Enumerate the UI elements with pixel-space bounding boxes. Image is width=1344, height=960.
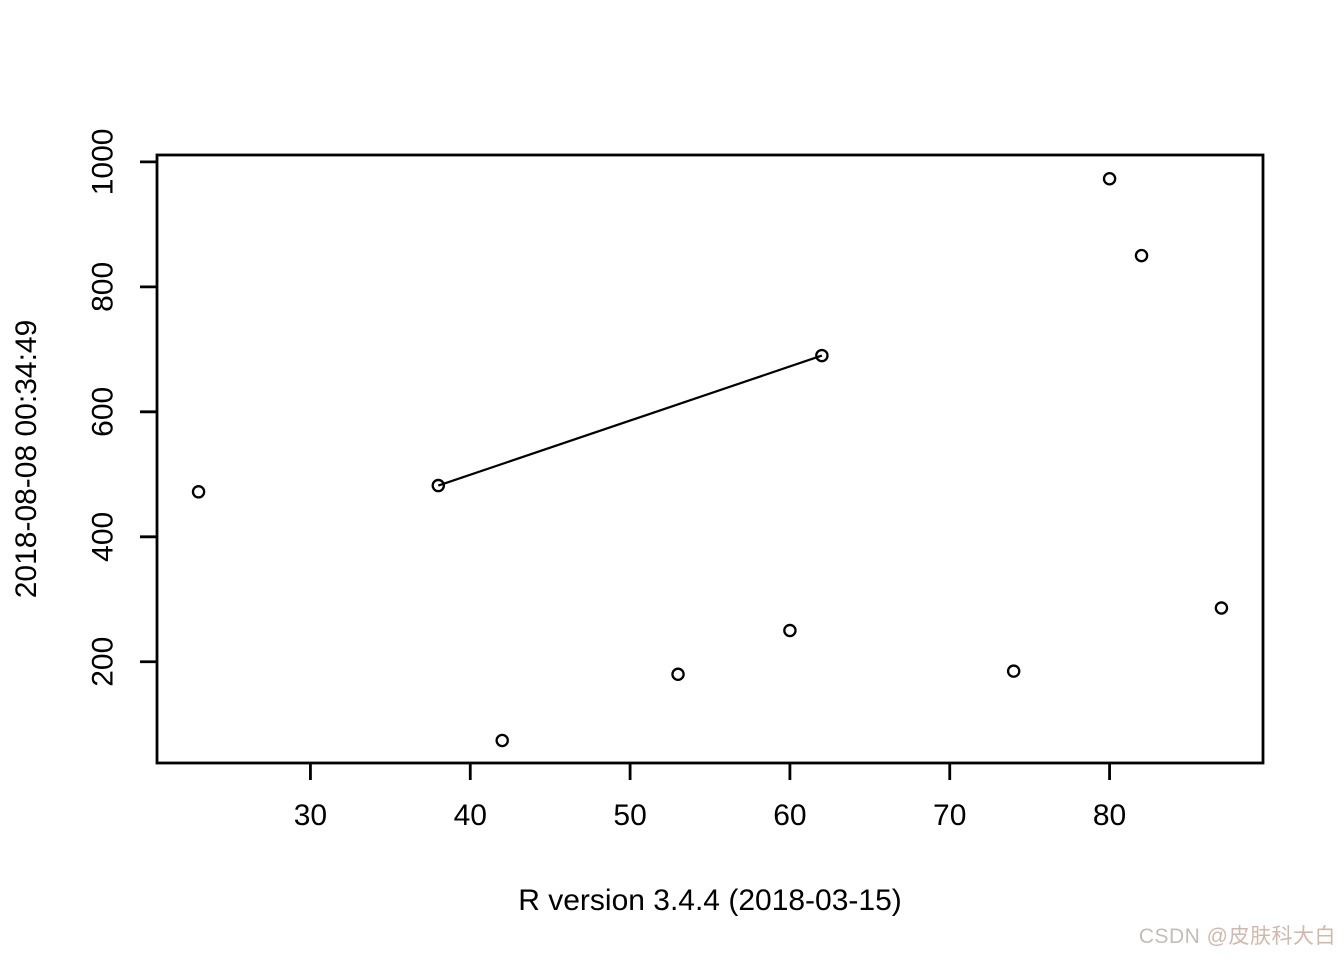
y-tick-label: 600 xyxy=(87,387,120,437)
x-tick-label: 50 xyxy=(613,799,646,832)
data-point xyxy=(495,733,509,748)
y-tick-label: 1000 xyxy=(87,128,120,195)
y-tick-label: 400 xyxy=(87,512,120,562)
data-point xyxy=(1134,248,1149,263)
data-point xyxy=(783,623,797,638)
x-tick-label: 60 xyxy=(773,799,806,832)
data-point xyxy=(671,667,685,682)
data-point xyxy=(815,348,829,363)
watermark-handle-text: @皮肤科大白 xyxy=(1206,925,1336,948)
y-tick-label: 200 xyxy=(87,637,120,687)
x-tick-label: 70 xyxy=(933,799,966,832)
watermark: CSDN @皮肤科大白 xyxy=(1139,920,1336,950)
x-tick-label: 40 xyxy=(454,799,487,832)
x-tick-label: 30 xyxy=(294,799,327,832)
x-axis-label: R version 3.4.4 (2018-03-15) xyxy=(518,884,902,917)
data-point xyxy=(1214,601,1229,615)
connector-line xyxy=(437,354,823,487)
x-tick-label: 80 xyxy=(1093,799,1126,832)
watermark-csdn-text: CSDN xyxy=(1138,925,1207,948)
y-axis-label: 2018-08-08 00:34:49 xyxy=(10,319,43,599)
data-point xyxy=(1102,171,1117,186)
data-point xyxy=(1006,664,1021,678)
y-tick-label: 800 xyxy=(87,262,120,312)
data-point xyxy=(191,485,206,499)
plot-frame xyxy=(155,153,1265,765)
